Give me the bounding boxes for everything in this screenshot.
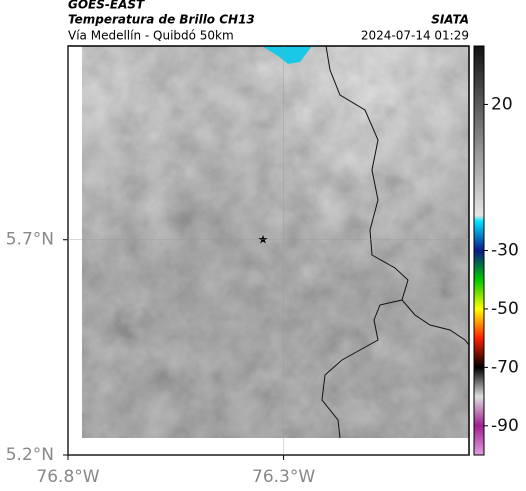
lat-tick-label: 5.7°N [6,230,54,250]
title: GOES-EAST [68,0,145,12]
colorbar-scale [473,45,485,456]
colorbar-tick-label: -90 [491,416,519,436]
colorbar-tick-label: -30 [491,241,519,261]
colorbar-tick-label: -70 [491,357,519,377]
satellite-image [82,46,469,438]
lat-tick-label: 5.2°N [6,445,54,465]
colorbar-tick-label: 20 [491,94,513,114]
source: SIATA [431,13,469,27]
lon-tick-label: 76.8°W [36,467,99,487]
colorbar-tick-label: -50 [491,299,519,319]
timestamp: 2024-07-14 01:29 [361,29,469,43]
route: Vía Medellín - Quibdó 50km [68,29,234,43]
lon-tick-label: 76.3°W [252,467,315,487]
colorbar: 20 -30 -50 -70 -90 [473,45,519,456]
subtitle: Temperatura de Brillo CH13 [68,13,255,27]
